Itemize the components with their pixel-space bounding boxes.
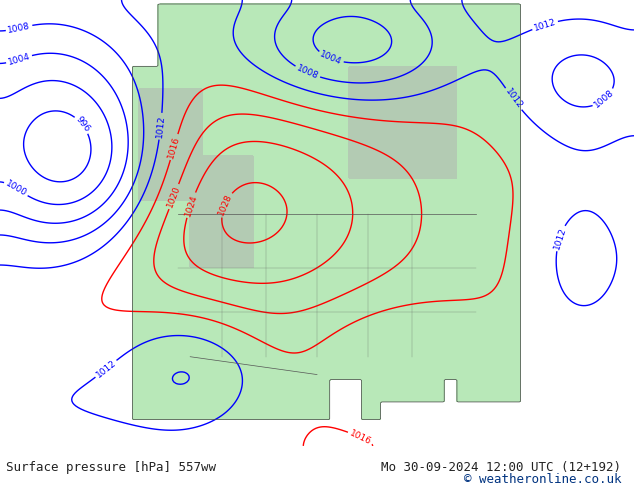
Text: 1024: 1024	[183, 193, 199, 217]
Text: 1008: 1008	[7, 22, 31, 35]
Text: 1012: 1012	[503, 87, 524, 111]
Text: Mo 30-09-2024 12:00 UTC (12+192): Mo 30-09-2024 12:00 UTC (12+192)	[381, 462, 621, 474]
Text: 1008: 1008	[593, 88, 616, 110]
Text: 1028: 1028	[216, 192, 233, 217]
Text: © weatheronline.co.uk: © weatheronline.co.uk	[464, 472, 621, 486]
Text: 1012: 1012	[533, 17, 557, 33]
Text: 1000: 1000	[4, 179, 29, 198]
Text: 1004: 1004	[7, 52, 31, 67]
Text: 1012: 1012	[552, 226, 567, 250]
Text: 1012: 1012	[155, 114, 166, 138]
Text: 1016: 1016	[348, 428, 373, 446]
Text: 1016: 1016	[167, 135, 182, 159]
Text: 1012: 1012	[94, 358, 118, 379]
Text: 1008: 1008	[295, 64, 320, 81]
Text: 1004: 1004	[318, 50, 343, 67]
Text: Surface pressure [hPa] 557ww: Surface pressure [hPa] 557ww	[6, 462, 216, 474]
Text: 996: 996	[74, 115, 91, 134]
Text: 1020: 1020	[165, 184, 182, 209]
